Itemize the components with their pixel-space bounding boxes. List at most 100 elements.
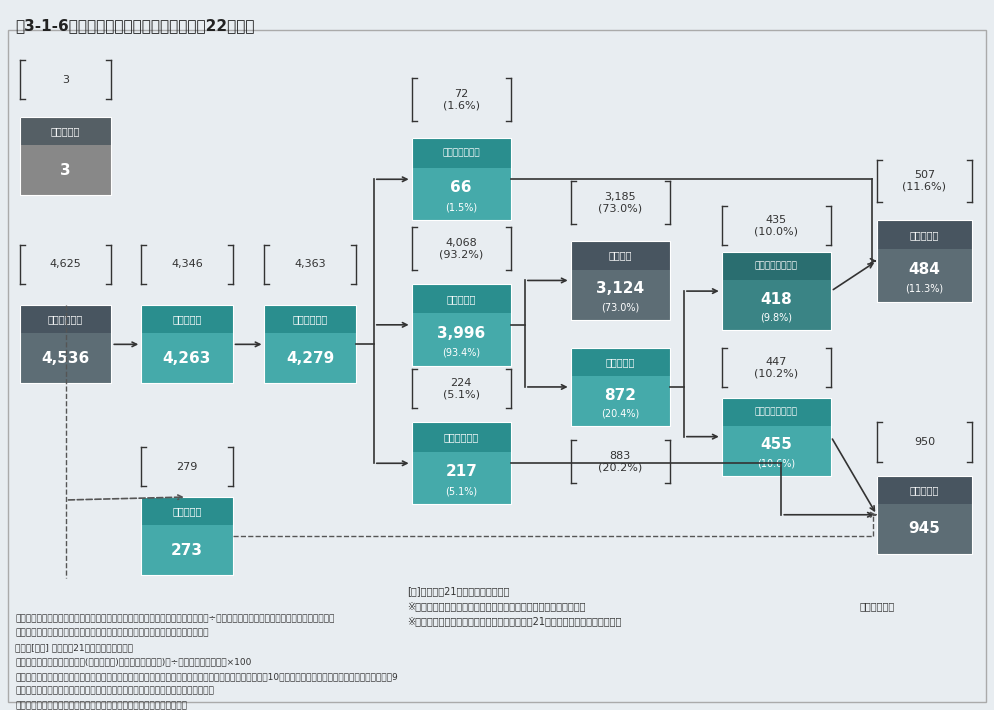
Text: ５：「直接資源化」とは、資源化等を行う施設を経ずに直接再生業者等に搬入されるものであり、平成10年度実績調査より新たに設けられた項目、平成9: ５：「直接資源化」とは、資源化等を行う施設を経ずに直接再生業者等に搬入されるもの… [15, 672, 398, 681]
Bar [722, 252, 831, 280]
Bar [412, 422, 511, 452]
Text: 224
(5.1%): 224 (5.1%) [442, 378, 480, 400]
Bar [412, 138, 511, 220]
Bar [722, 398, 831, 476]
Text: 減量化量: 減量化量 [608, 251, 632, 261]
Text: 4,346: 4,346 [171, 259, 203, 270]
Text: ４：減量処理率（％）＝〔(中間処理量)＋（直接資源化量)〕÷（ごみの総処理量）×100: ４：減量処理率（％）＝〔(中間処理量)＋（直接資源化量)〕÷（ごみの総処理量）×… [15, 657, 251, 667]
Text: 950: 950 [913, 437, 935, 447]
Text: ごみ総排出量: ごみ総排出量 [48, 315, 83, 324]
Text: (10.6%): (10.6%) [757, 458, 795, 468]
Text: ごみ総処理量: ごみ総処理量 [292, 315, 328, 324]
Bar [722, 426, 831, 476]
Text: (5.1%): (5.1%) [445, 486, 477, 496]
Bar [20, 117, 111, 146]
Bar [877, 220, 972, 249]
Bar [571, 270, 670, 320]
Text: 3,124: 3,124 [596, 281, 644, 296]
Bar [877, 220, 972, 302]
Text: ２：各項目の数値は、四捨五入してあるため合計値が一致しない場合がある。: ２：各項目の数値は、四捨五入してあるため合計値が一致しない場合がある。 [15, 628, 209, 638]
Bar [412, 168, 511, 220]
Text: (11.3%): (11.3%) [906, 284, 943, 294]
Text: ６：東日本大震災により、南三陸町（宮城県）の実績が欠損である。: ６：東日本大震災により、南三陸町（宮城県）の実績が欠損である。 [15, 701, 187, 710]
Text: 総資源化量: 総資源化量 [910, 485, 939, 495]
Text: ※（　）は総処理量に占める割合を示す（平成21年度数値についても同様）。: ※（ ）は総処理量に占める割合を示す（平成21年度数値についても同様）。 [408, 616, 622, 626]
Text: [　]内は平成21年度の数値を表す。: [ ]内は平成21年度の数値を表す。 [408, 586, 510, 596]
Text: 注１：計画誤差等により、「計画処理量」と「ごみの総処理量」（＝中間処理量÷直接最終処分量＋直接資源化量）は一致しない。: 注１：計画誤差等により、「計画処理量」と「ごみの総処理量」（＝中間処理量÷直接最… [15, 614, 334, 623]
Bar [20, 305, 111, 334]
Text: 217: 217 [445, 464, 477, 479]
Bar [264, 305, 356, 383]
Text: 3,185
(73.0%): 3,185 (73.0%) [598, 192, 642, 213]
Text: 処理後再生利用量: 処理後再生利用量 [754, 407, 798, 416]
Bar [264, 305, 356, 334]
Text: 484: 484 [909, 262, 940, 277]
Text: 4,363: 4,363 [294, 259, 326, 270]
Text: (1.5%): (1.5%) [445, 202, 477, 212]
Bar [412, 313, 511, 366]
Bar [722, 280, 831, 330]
Text: 4,068
(93.2%): 4,068 (93.2%) [439, 238, 483, 259]
Text: 435
(10.0%): 435 (10.0%) [754, 214, 798, 236]
Bar [412, 452, 511, 504]
Text: 72
(1.6%): 72 (1.6%) [442, 89, 480, 110]
Text: 66: 66 [450, 180, 472, 195]
Bar [571, 376, 670, 426]
Bar [722, 398, 831, 426]
Text: 883
(20.2%): 883 (20.2%) [598, 451, 642, 472]
Text: ３：[　　] 内は平成21年度の数値を示す。: ３：[ ] 内は平成21年度の数値を示す。 [15, 643, 133, 652]
Bar [412, 284, 511, 366]
Bar [877, 476, 972, 554]
Bar [141, 305, 233, 334]
Text: (93.4%): (93.4%) [442, 348, 480, 358]
Bar [571, 241, 670, 270]
Text: (9.8%): (9.8%) [760, 312, 792, 322]
Text: (20.4%): (20.4%) [601, 408, 639, 418]
Text: 年度までは、項目「資源化等の中間処理」内で計上されていたと思われる。: 年度までは、項目「資源化等の中間処理」内で計上されていたと思われる。 [15, 687, 214, 696]
Text: 418: 418 [760, 292, 792, 307]
Bar [141, 497, 233, 525]
Text: 3,996: 3,996 [437, 326, 485, 341]
Bar [20, 334, 111, 383]
Bar [141, 497, 233, 575]
Text: 図3-1-6　全国のごみ処理のフロー（平成22年度）: 図3-1-6 全国のごみ処理のフロー（平成22年度） [15, 18, 254, 33]
Bar [571, 348, 670, 376]
Text: (73.0%): (73.0%) [601, 302, 639, 312]
Text: 455: 455 [760, 437, 792, 452]
Text: 4,263: 4,263 [163, 351, 211, 366]
Bar [264, 334, 356, 383]
Bar [141, 305, 233, 383]
Text: 計画処理量: 計画処理量 [172, 315, 202, 324]
Text: 872: 872 [604, 388, 636, 403]
Bar [571, 348, 670, 426]
Text: 3: 3 [61, 163, 71, 178]
Bar [877, 504, 972, 554]
Text: ※数値は、四捨五入してあるため合計値が一致しない場合がある。: ※数値は、四捨五入してあるため合計値が一致しない場合がある。 [408, 601, 586, 611]
Bar [412, 138, 511, 168]
Text: 自家処理量: 自家処理量 [51, 126, 81, 136]
Bar [20, 117, 111, 195]
Text: 4,625: 4,625 [50, 259, 82, 270]
Text: 273: 273 [171, 542, 203, 557]
Text: 最終処分量: 最終処分量 [910, 230, 939, 240]
Bar [20, 146, 111, 195]
Text: 507
(11.6%): 507 (11.6%) [903, 170, 946, 192]
Bar [412, 422, 511, 504]
Text: 処理残渣量: 処理残渣量 [605, 357, 635, 367]
Bar [571, 241, 670, 320]
Bar [722, 252, 831, 330]
Bar [877, 249, 972, 302]
Bar [141, 525, 233, 575]
Text: 集団回収量: 集団回収量 [172, 506, 202, 516]
Text: 単位：万トン: 単位：万トン [860, 601, 895, 611]
Text: 3: 3 [62, 75, 70, 85]
Text: 945: 945 [909, 521, 940, 536]
Bar [877, 476, 972, 504]
Bar [141, 334, 233, 383]
Text: 279: 279 [176, 462, 198, 472]
Text: 直接最終処分量: 直接最終処分量 [442, 148, 480, 158]
Bar [20, 305, 111, 383]
Text: 4,279: 4,279 [286, 351, 334, 366]
Text: 447
(10.2%): 447 (10.2%) [754, 356, 798, 378]
Text: 直接資源化量: 直接資源化量 [443, 432, 479, 442]
